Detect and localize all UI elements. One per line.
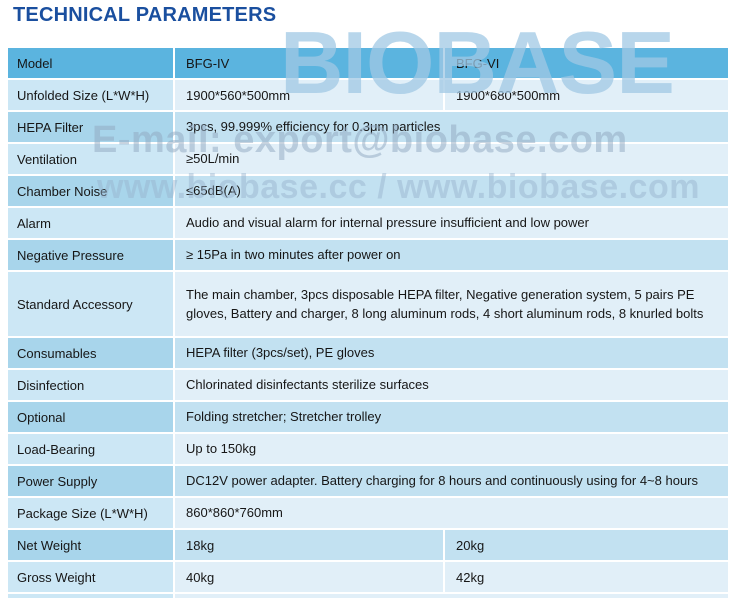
row-label: Disinfection [8,370,173,400]
table-row-net-weight: Net Weight 18kg 20kg [8,530,728,560]
table-row-unfolded-size: Unfolded Size (L*W*H) 1900*560*500mm 190… [8,80,728,110]
page-title: TECHNICAL PARAMETERS [13,4,277,26]
row-value: Audio and visual alarm for internal pres… [175,208,728,238]
row-value-bfg-vi: 20kg [445,530,728,560]
table-row-ventilation: Ventilation ≥50L/min [8,144,728,174]
header-model-bfg-vi: BFG-VI [445,48,728,78]
row-value-bfg-iv: 18kg [175,530,443,560]
row-value: ≥ 15Pa in two minutes after power on [175,240,728,270]
table-row-package-size: Package Size (L*W*H) 860*860*760mm [8,498,728,528]
row-value: HEPA filter (3pcs/set), PE gloves [175,338,728,368]
row-value: The main chamber, 3pcs disposable HEPA f… [175,272,728,336]
table-bottom-edge-value-part [175,594,728,598]
row-value: Up to 150kg [175,434,728,464]
row-label: Net Weight [8,530,173,560]
row-value-bfg-iv: 1900*560*500mm [175,80,443,110]
row-label: Power Supply [8,466,173,496]
table-bottom-edge-label-part [8,594,173,598]
row-value-bfg-vi: 1900*680*500mm [445,80,728,110]
row-value-bfg-iv: 40kg [175,562,443,592]
table-row-load-bearing: Load-Bearing Up to 150kg [8,434,728,464]
row-value: DC12V power adapter. Battery charging fo… [175,466,728,496]
table-bottom-edge [8,594,728,598]
row-label: Ventilation [8,144,173,174]
row-label: Load-Bearing [8,434,173,464]
table-row-disinfection: Disinfection Chlorinated disinfectants s… [8,370,728,400]
row-value: ≤65dB(A) [175,176,728,206]
row-label: Negative Pressure [8,240,173,270]
table-row-negative-pressure: Negative Pressure ≥ 15Pa in two minutes … [8,240,728,270]
row-value: Chlorinated disinfectants sterilize surf… [175,370,728,400]
row-label: Unfolded Size (L*W*H) [8,80,173,110]
row-value: Folding stretcher; Stretcher trolley [175,402,728,432]
row-label: Optional [8,402,173,432]
row-label: Standard Accessory [8,272,173,336]
row-value: ≥50L/min [175,144,728,174]
table-header-row: Model BFG-IV BFG-VI [8,48,728,78]
row-value: 860*860*760mm [175,498,728,528]
table-row-hepa-filter: HEPA Filter 3pcs, 99.999% efficiency for… [8,112,728,142]
row-value: 3pcs, 99.999% efficiency for 0.3μm parti… [175,112,728,142]
table-row-chamber-noise: Chamber Noise ≤65dB(A) [8,176,728,206]
row-label: Chamber Noise [8,176,173,206]
table-row-consumables: Consumables HEPA filter (3pcs/set), PE g… [8,338,728,368]
table-row-optional: Optional Folding stretcher; Stretcher tr… [8,402,728,432]
row-label: Consumables [8,338,173,368]
row-label: Alarm [8,208,173,238]
header-model: Model [8,48,173,78]
row-label: Gross Weight [8,562,173,592]
table-row-gross-weight: Gross Weight 40kg 42kg [8,562,728,592]
row-value-bfg-vi: 42kg [445,562,728,592]
row-label: HEPA Filter [8,112,173,142]
table-row-alarm: Alarm Audio and visual alarm for interna… [8,208,728,238]
technical-parameters-table: Model BFG-IV BFG-VI Unfolded Size (L*W*H… [8,48,728,598]
row-label: Package Size (L*W*H) [8,498,173,528]
header-model-bfg-iv: BFG-IV [175,48,443,78]
table-row-power-supply: Power Supply DC12V power adapter. Batter… [8,466,728,496]
table-row-standard-accessory: Standard Accessory The main chamber, 3pc… [8,272,728,336]
